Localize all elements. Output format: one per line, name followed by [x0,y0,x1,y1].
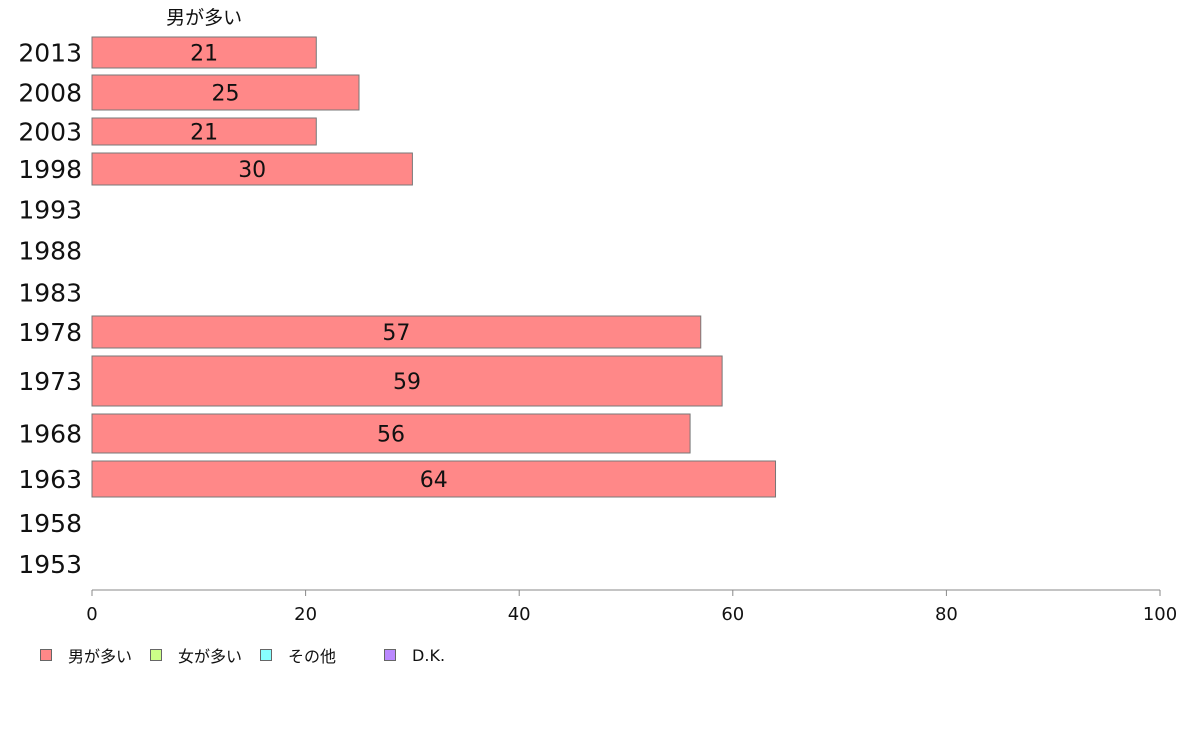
bar-value-label: 25 [212,82,240,107]
legend-swatch-dk [384,649,397,661]
bar-male [91,36,317,69]
legend-item-dk: D.K. [384,646,445,665]
bar-value-label: 64 [420,468,448,493]
year-label: 2003 [18,118,82,147]
bar-value-label: 21 [190,121,218,146]
legend-item-male: 男が多い [40,643,132,667]
x-tick-label: 20 [294,604,317,625]
x-tick-label: 80 [935,604,958,625]
bar-chart: 男が多い 2013 21 2008 25 2003 21 1998 30 1993 1988 198… [18,7,1177,625]
year-label: 1968 [18,420,82,449]
year-label: 1998 [18,155,82,184]
legend-label-female: 女が多い [178,647,243,666]
year-label: 1993 [18,196,82,225]
x-tick-label: 60 [721,604,744,625]
year-label: 1978 [18,318,82,347]
legend-label-dk: D.K. [412,645,446,665]
legend-item-other: その他 [260,643,336,667]
year-label: 1958 [18,509,82,538]
bar-value-label: 57 [382,321,410,346]
year-label: 1963 [18,465,82,494]
legend-label-male: 男が多い [68,647,133,666]
bar-male [91,152,413,186]
year-label: 2013 [18,39,82,68]
legend-swatch-female [150,649,163,661]
bar-value-label: 21 [190,42,218,67]
x-axis: 0 20 40 60 80 100 [86,589,1177,625]
bar-male [91,315,702,349]
legend-swatch-other [260,649,273,661]
year-label: 1983 [18,279,82,308]
legend-item-female: 女が多い [150,643,242,667]
bar-value-label: 56 [377,423,405,448]
bar-male [91,413,691,454]
legend-label-other: その他 [288,647,337,666]
x-tick-label: 100 [1143,604,1177,625]
year-label: 1973 [18,367,82,396]
legend: 男が多い 女が多い その他 D.K. [40,644,463,666]
bar-value-label: 59 [393,370,421,395]
legend-swatch-male [40,649,52,661]
bar-male [91,117,317,146]
bars-layer: 2013 21 2008 25 2003 21 1998 30 1993 1988 1983 1978… [18,36,777,579]
bar-male [91,460,777,498]
x-tick-label: 40 [508,604,531,625]
x-tick-label: 0 [86,604,97,625]
year-label: 2008 [18,79,82,108]
bar-male [91,74,360,111]
bar-male [91,355,723,407]
bar-value-label: 30 [238,158,266,183]
year-label: 1988 [18,237,82,266]
year-label: 1953 [18,550,82,579]
series-top-label: 男が多い [166,7,242,29]
